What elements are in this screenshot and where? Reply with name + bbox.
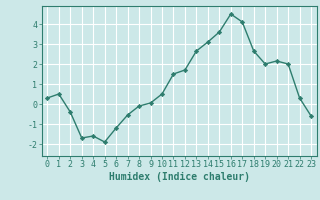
X-axis label: Humidex (Indice chaleur): Humidex (Indice chaleur) (109, 172, 250, 182)
